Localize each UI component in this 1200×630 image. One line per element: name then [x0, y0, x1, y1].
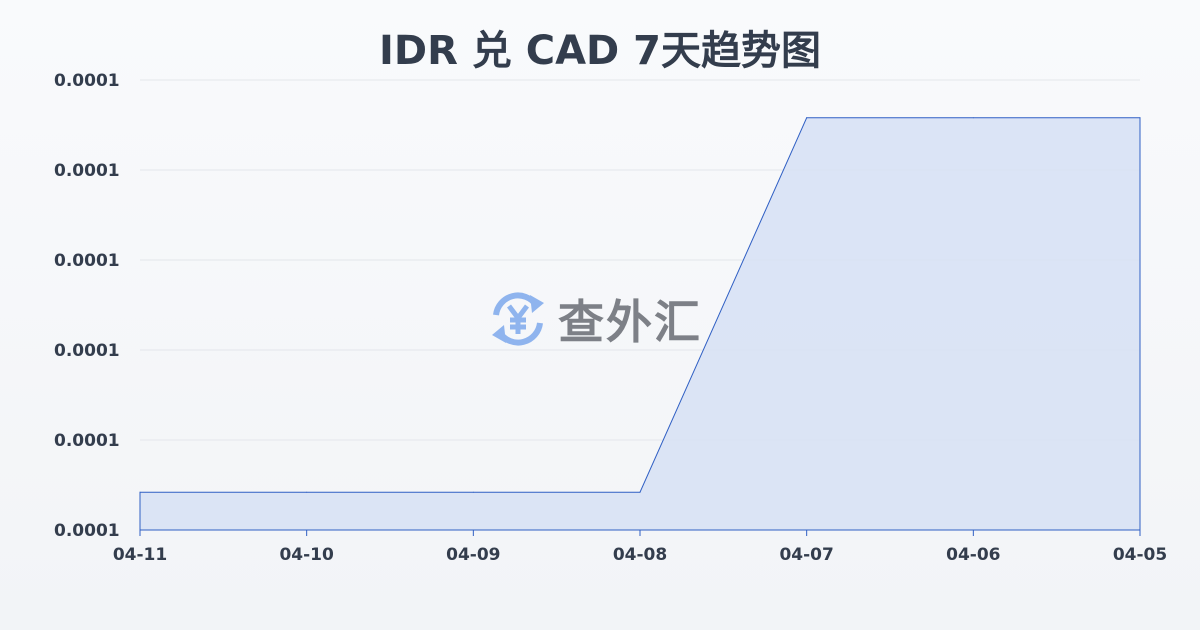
watermark-text: 查外汇 [558, 295, 702, 349]
series-area [139, 117, 1141, 531]
x-tick-label: 04-07 [779, 545, 833, 565]
data-point [472, 491, 474, 493]
y-tick-label: 0.0001 [54, 521, 120, 541]
yen-exchange-icon [492, 292, 544, 346]
y-tick-label: 0.0001 [54, 71, 120, 91]
y-tick-label: 0.0001 [54, 341, 120, 361]
x-tick-label: 04-05 [1113, 545, 1167, 565]
data-point [972, 117, 974, 119]
data-point [806, 117, 808, 119]
data-point [306, 491, 308, 493]
data-point [639, 491, 641, 493]
y-tick-label: 0.0001 [54, 431, 120, 451]
chart-title: IDR 兑 CAD 7天趋势图 [378, 28, 821, 74]
x-tick-label: 04-10 [279, 545, 334, 565]
y-tick-label: 0.0001 [54, 251, 120, 271]
x-tick-label: 04-11 [113, 545, 167, 565]
watermark: 查外汇 [488, 286, 702, 352]
x-tick-label: 04-09 [446, 545, 500, 565]
x-tick-label: 04-08 [613, 545, 667, 565]
y-tick-label: 0.0001 [54, 161, 120, 181]
x-tick-label: 04-06 [946, 545, 1000, 565]
data-point [139, 491, 141, 493]
data-point [1139, 117, 1141, 119]
